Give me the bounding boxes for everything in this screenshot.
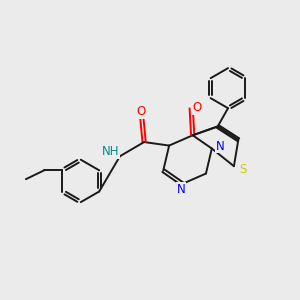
Text: O: O: [136, 105, 146, 118]
Text: N: N: [216, 140, 224, 153]
Text: S: S: [239, 163, 246, 176]
Text: O: O: [192, 101, 201, 114]
Text: NH: NH: [102, 145, 119, 158]
Text: N: N: [176, 183, 185, 196]
